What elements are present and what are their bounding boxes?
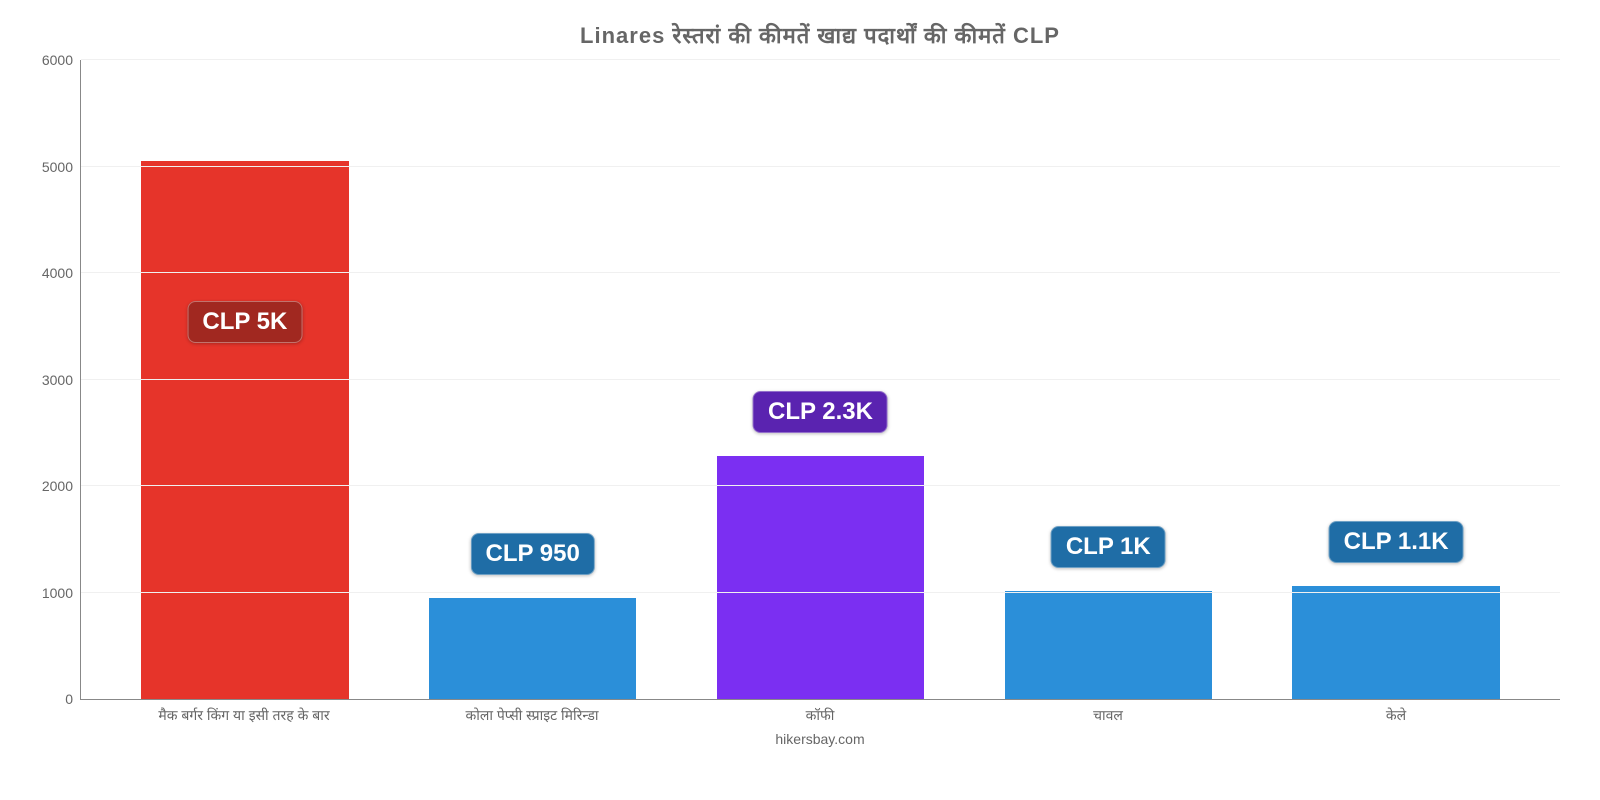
bar: CLP 950: [429, 598, 636, 699]
bar: CLP 1.1K: [1292, 586, 1499, 699]
x-axis-labels: मैक बर्गर किंग या इसी तरह के बारकोला पेप…: [80, 700, 1560, 725]
value-badge: CLP 1.1K: [1329, 521, 1464, 563]
chart-title: Linares रेस्तरां की कीमतें खाद्य पदार्थो…: [80, 20, 1560, 50]
y-tick-label: 4000: [42, 265, 81, 281]
bars-row: CLP 5K CLP 950 CLP 2.3K CLP 1K CLP 1.1K: [81, 60, 1560, 699]
value-badge: CLP 2.3K: [753, 391, 888, 433]
chart-container: Linares रेस्तरां की कीमतें खाद्य पदार्थो…: [0, 0, 1600, 800]
gridline: [81, 485, 1560, 486]
gridline: [81, 166, 1560, 167]
gridline: [81, 272, 1560, 273]
gridline: [81, 698, 1560, 699]
gridline: [81, 59, 1560, 60]
plot-area: CLP 5KCLP 950CLP 2.3KCLP 1KCLP 1.1K 0100…: [80, 60, 1560, 700]
y-tick-label: 1000: [42, 585, 81, 601]
bar: CLP 5K: [141, 161, 348, 699]
x-tick-label: केले: [1252, 706, 1540, 725]
value-badge: CLP 950: [471, 533, 595, 575]
bar: CLP 1K: [1005, 591, 1212, 699]
bar-slot: CLP 950: [389, 60, 677, 699]
y-tick-label: 6000: [42, 52, 81, 68]
gridline: [81, 379, 1560, 380]
bar-slot: CLP 1.1K: [1252, 60, 1540, 699]
bar-slot: CLP 2.3K: [677, 60, 965, 699]
x-tick-label: मैक बर्गर किंग या इसी तरह के बार: [100, 706, 388, 725]
y-tick-label: 2000: [42, 478, 81, 494]
bar-slot: CLP 1K: [964, 60, 1252, 699]
bar-slot: CLP 5K: [101, 60, 389, 699]
bar: CLP 2.3K: [717, 456, 924, 699]
gridline: [81, 592, 1560, 593]
value-badge: CLP 5K: [187, 301, 302, 343]
value-badge: CLP 1K: [1051, 526, 1166, 568]
y-tick-label: 0: [65, 691, 81, 707]
x-tick-label: चावल: [964, 706, 1252, 725]
y-tick-label: 5000: [42, 159, 81, 175]
y-tick-label: 3000: [42, 372, 81, 388]
x-tick-label: कॉफी: [676, 706, 964, 725]
x-tick-label: कोला पेप्सी स्प्राइट मिरिन्डा: [388, 706, 676, 725]
footer-credit: hikersbay.com: [80, 731, 1560, 747]
